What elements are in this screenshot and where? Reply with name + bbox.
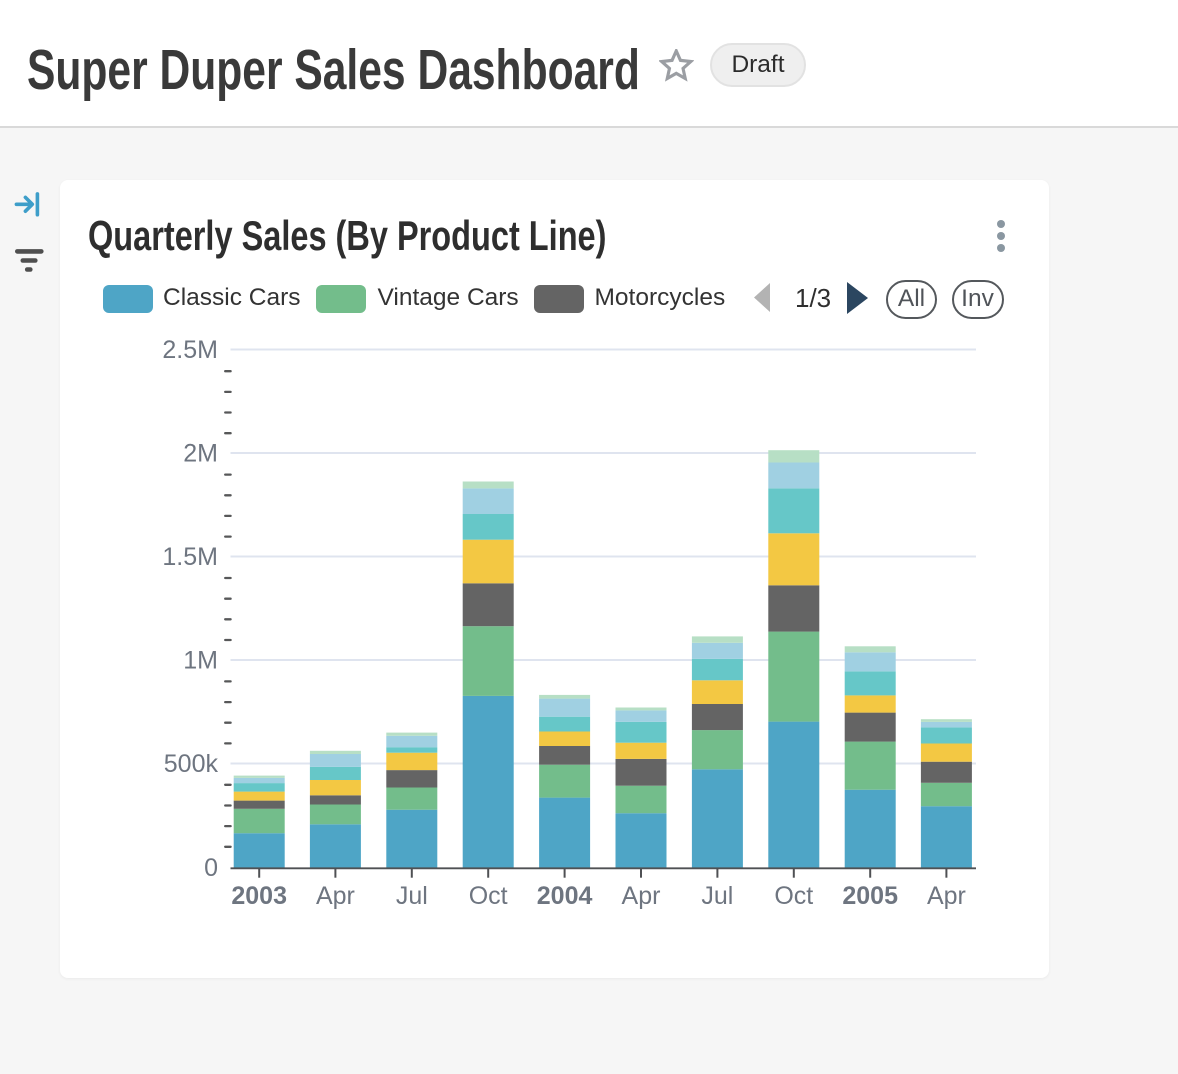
svg-text:Apr: Apr (316, 882, 355, 910)
svg-text:2004: 2004 (537, 882, 593, 910)
svg-text:1M: 1M (183, 647, 218, 675)
svg-text:1.5M: 1.5M (162, 543, 218, 571)
svg-text:2005: 2005 (842, 882, 898, 910)
svg-text:Apr: Apr (927, 882, 966, 910)
svg-text:2.5M: 2.5M (162, 336, 218, 364)
svg-text:500k: 500k (164, 750, 219, 778)
svg-text:Oct: Oct (774, 882, 813, 910)
svg-text:2M: 2M (183, 440, 218, 468)
svg-text:2003: 2003 (231, 882, 287, 910)
svg-text:Oct: Oct (469, 882, 508, 910)
svg-text:Apr: Apr (622, 882, 661, 910)
svg-text:Jul: Jul (701, 882, 733, 910)
svg-text:0: 0 (204, 854, 218, 882)
svg-text:Jul: Jul (396, 882, 428, 910)
